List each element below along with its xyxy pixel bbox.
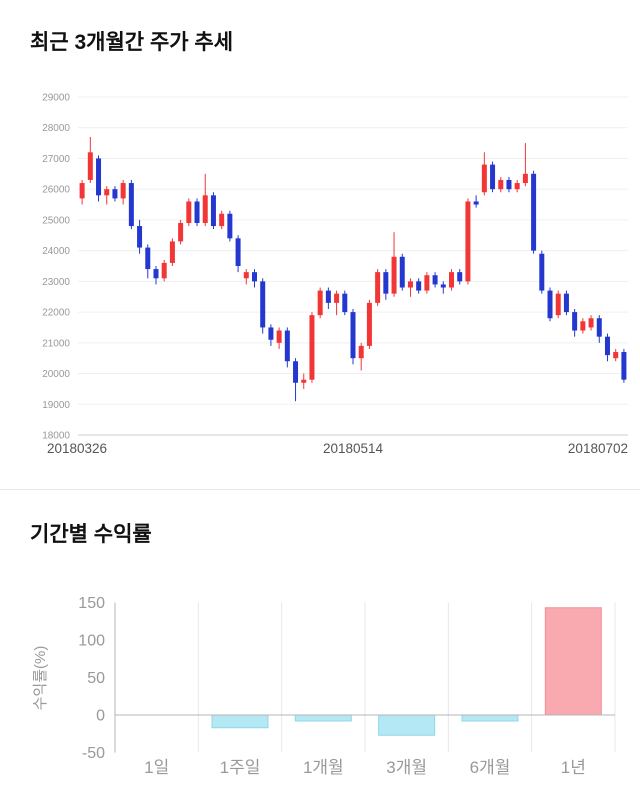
svg-text:20180326: 20180326: [47, 441, 107, 456]
svg-text:1일: 1일: [144, 758, 169, 777]
svg-text:1주일: 1주일: [220, 758, 261, 777]
svg-text:20000: 20000: [42, 369, 70, 380]
svg-text:100: 100: [78, 633, 105, 650]
returns-section-title: 기간별 수익률: [30, 523, 152, 546]
svg-text:24000: 24000: [42, 246, 70, 257]
svg-text:26000: 26000: [42, 185, 70, 196]
section-divider: [0, 489, 640, 490]
svg-text:29000: 29000: [42, 93, 70, 104]
svg-text:수익률(%): 수익률(%): [32, 646, 49, 711]
svg-text:0: 0: [96, 708, 105, 725]
svg-text:3개월: 3개월: [386, 758, 427, 777]
price-trend-section-title: 최근 3개월간 주가 추세: [30, 31, 234, 54]
svg-text:20180514: 20180514: [323, 441, 384, 456]
svg-text:22000: 22000: [42, 308, 70, 319]
svg-text:25000: 25000: [42, 215, 70, 226]
svg-text:150: 150: [78, 595, 105, 612]
svg-text:18000: 18000: [42, 431, 70, 442]
svg-text:-50: -50: [82, 745, 105, 762]
svg-text:50: 50: [87, 670, 105, 687]
svg-text:1년: 1년: [561, 758, 586, 777]
svg-text:21000: 21000: [42, 338, 70, 349]
svg-text:6개월: 6개월: [470, 758, 511, 777]
svg-text:19000: 19000: [42, 400, 70, 411]
svg-text:20180702: 20180702: [568, 441, 628, 456]
svg-text:23000: 23000: [42, 277, 70, 288]
svg-text:1개월: 1개월: [303, 758, 344, 777]
price-candlestick-chart: 29000 28000 27000 26000 25000 24000 23000 22000…: [42, 93, 628, 456]
returns-bar-chart: 150 100 50 0 -50 수익률(%) 1일 1주일 1개월 3개월 6개월 1년: [32, 595, 616, 777]
svg-text:28000: 28000: [42, 123, 70, 134]
svg-text:27000: 27000: [42, 154, 70, 165]
